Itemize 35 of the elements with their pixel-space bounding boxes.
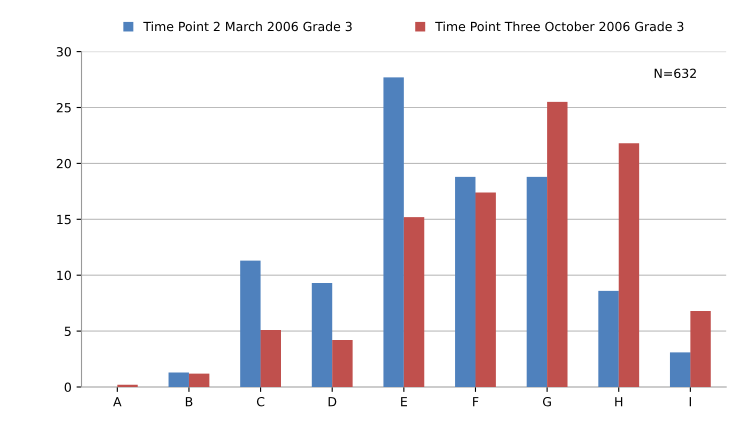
x-tick-label: B [186,397,192,406]
bar [547,102,568,387]
bar [404,217,424,387]
bar [240,260,261,387]
bar [526,176,548,387]
x-tick-label: C [256,396,264,406]
legend-label: Time Point Three October 2006 Grade 3 [435,22,684,32]
bar [260,330,281,387]
y-tick-label: 25 [56,102,71,112]
x-tick-label: A [113,397,122,406]
bar [312,283,332,387]
bar [168,372,189,387]
bar [332,340,353,387]
y-tick-label: 10 [57,270,71,280]
x-tick-label: E [401,397,407,406]
annotation: N=632 [654,68,696,78]
bar [475,192,496,387]
y-tick-label: 20 [56,158,71,168]
y-tick-label: 15 [57,214,71,224]
bar [598,290,619,387]
y-tick-label: 30 [56,47,71,57]
legend-label: Time Point 2 March 2006 Grade 3 [143,22,352,32]
x-tick-label: D [328,397,336,406]
bar [618,143,640,387]
bar [690,310,711,387]
x-tick-label: H [615,397,622,406]
bar [383,77,404,387]
bar [188,374,210,387]
x-tick-label: F [473,397,478,406]
y-tick-label: 0 [64,382,71,392]
x-tick-label: I [690,397,691,406]
y-tick-label: 5 [64,326,71,336]
bar [455,176,476,387]
x-tick-label: G [542,396,551,406]
bar [670,352,690,387]
